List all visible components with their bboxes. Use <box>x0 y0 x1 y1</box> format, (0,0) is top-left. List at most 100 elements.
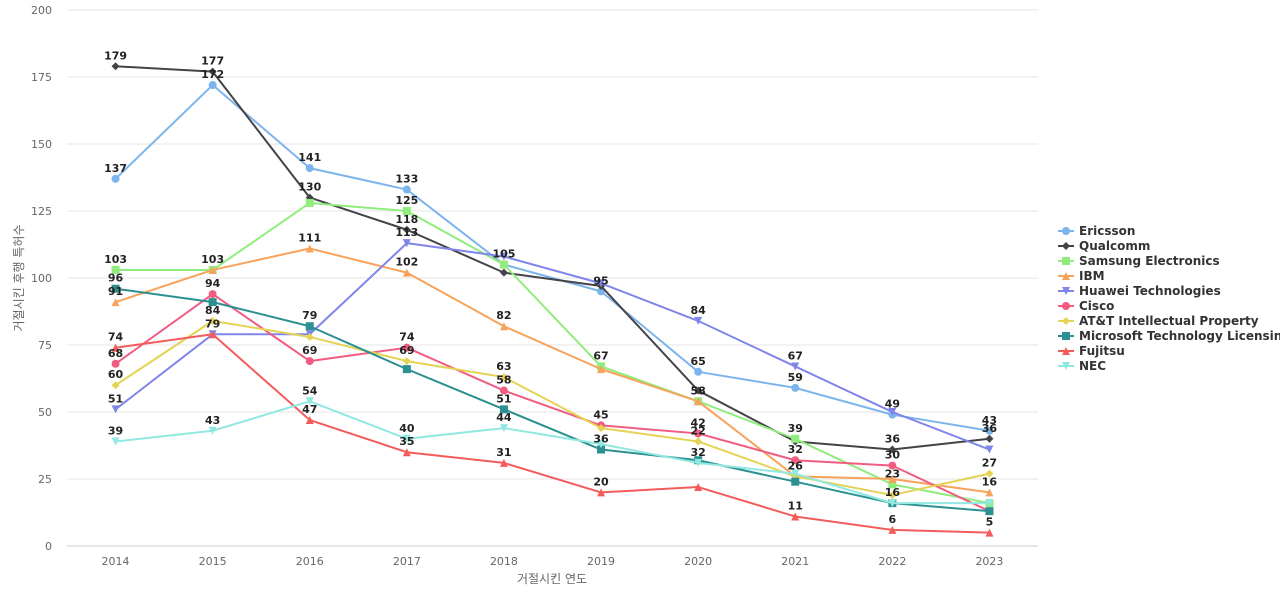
data-label: 42 <box>690 416 705 429</box>
legend-item[interactable]: IBM <box>1058 269 1105 283</box>
legend-label: NEC <box>1079 359 1106 373</box>
data-point <box>791 469 800 478</box>
y-axis-title: 거절시킨 후행 특허수 <box>11 225 26 332</box>
data-label: 36 <box>982 422 998 435</box>
x-tick-label: 2018 <box>490 555 518 568</box>
data-point <box>208 290 217 299</box>
data-label: 84 <box>690 304 706 317</box>
series-qualcomm <box>111 62 994 454</box>
legend-marker <box>1062 242 1070 250</box>
data-point <box>402 225 411 234</box>
data-label: 43 <box>205 414 220 427</box>
data-point <box>305 397 314 406</box>
data-label: 35 <box>399 435 414 448</box>
data-point <box>888 491 897 500</box>
data-point <box>888 461 897 470</box>
data-label: 118 <box>395 213 418 226</box>
data-label: 22 <box>690 424 705 437</box>
legend-item[interactable]: Samsung Electronics <box>1058 254 1220 268</box>
legend-item[interactable]: Ericsson <box>1058 224 1135 238</box>
data-label: 91 <box>108 285 123 298</box>
data-point <box>888 525 897 534</box>
data-label: 103 <box>104 253 127 266</box>
data-point <box>111 405 120 414</box>
data-label: 125 <box>395 194 418 207</box>
data-label: 84 <box>205 304 221 317</box>
x-tick-label: 2022 <box>878 555 906 568</box>
legend-label: IBM <box>1079 269 1105 283</box>
legend-item[interactable]: Fujitsu <box>1058 344 1125 358</box>
data-label: 16 <box>982 475 998 488</box>
legend-label: AT&T Intellectual Property <box>1079 314 1259 328</box>
data-point <box>402 448 411 457</box>
data-point <box>111 62 120 71</box>
data-label: 74 <box>399 331 415 344</box>
data-label: 54 <box>302 384 318 397</box>
legend-label: Huawei Technologies <box>1079 284 1221 298</box>
data-point <box>402 185 411 194</box>
data-point <box>888 445 897 454</box>
data-point <box>111 265 120 274</box>
data-label: 31 <box>496 446 511 459</box>
x-tick-label: 2020 <box>684 555 712 568</box>
legend-item[interactable]: Microsoft Technology Licensing <box>1058 329 1280 343</box>
data-label: 68 <box>108 347 123 360</box>
data-label: 58 <box>690 384 705 397</box>
legend-label: Samsung Electronics <box>1079 254 1220 268</box>
data-point <box>694 458 703 467</box>
data-label: 30 <box>885 449 901 462</box>
data-point <box>791 477 800 486</box>
data-point <box>111 298 120 307</box>
series-line <box>114 84 990 432</box>
x-axis-title: 거절시킨 연도 <box>517 572 587 586</box>
data-point <box>694 367 703 376</box>
data-label: 103 <box>201 253 224 266</box>
data-label: 177 <box>201 55 224 68</box>
series-line <box>114 242 990 451</box>
data-point <box>888 475 897 483</box>
legend-item[interactable]: AT&T Intellectual Property <box>1058 314 1259 328</box>
data-point <box>499 322 508 331</box>
legend-label: Microsoft Technology Licensing <box>1079 329 1280 343</box>
legend-item[interactable]: NEC <box>1058 359 1106 373</box>
data-point <box>694 386 703 395</box>
data-label: 137 <box>104 162 127 175</box>
data-label: 82 <box>496 309 511 322</box>
y-tick-label: 50 <box>38 406 52 419</box>
data-label: 32 <box>788 443 803 456</box>
data-label: 63 <box>496 360 511 373</box>
y-tick-label: 200 <box>31 4 52 17</box>
data-label: 69 <box>302 344 317 357</box>
data-label: 95 <box>593 274 608 287</box>
data-point <box>111 343 120 352</box>
y-tick-label: 0 <box>45 540 52 553</box>
series-nec <box>111 397 994 508</box>
legend-item[interactable]: Qualcomm <box>1058 239 1150 253</box>
legend-marker <box>1062 317 1070 325</box>
series-line <box>114 319 990 497</box>
data-label: 102 <box>395 256 418 269</box>
data-point <box>402 357 411 366</box>
data-label: 69 <box>399 344 414 357</box>
data-point <box>111 174 120 183</box>
legend-item[interactable]: Huawei Technologies <box>1058 284 1221 298</box>
data-label: 20 <box>593 475 609 488</box>
legend-item[interactable]: Cisco <box>1058 299 1114 313</box>
data-label: 94 <box>205 277 221 290</box>
data-label: 105 <box>492 248 515 261</box>
series-line <box>115 65 990 451</box>
legend-marker <box>1062 362 1070 370</box>
data-point <box>694 316 703 325</box>
series-fujitsu <box>111 330 994 537</box>
data-point <box>694 429 703 438</box>
data-point <box>499 373 508 382</box>
data-point <box>111 381 120 390</box>
legend-marker <box>1062 287 1070 295</box>
data-point <box>208 81 217 90</box>
legend-label: Ericsson <box>1079 224 1135 238</box>
series-line <box>115 400 990 505</box>
data-point <box>597 279 606 288</box>
data-label: 49 <box>885 398 900 411</box>
data-label: 6 <box>889 513 897 526</box>
